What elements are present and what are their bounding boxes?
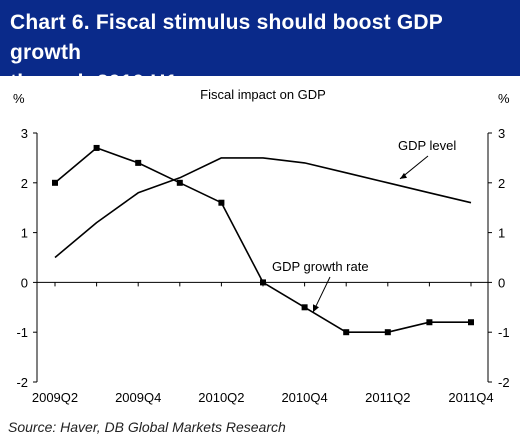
gdp-growth-rate-line <box>54 147 471 334</box>
gdp-level-arrowhead <box>400 172 407 179</box>
x-tick-label: 2010Q2 <box>198 390 244 405</box>
gdp-growth-rate-point <box>468 319 474 326</box>
gdp-growth-rate-point <box>135 159 142 166</box>
x-tick-label: 2009Q2 <box>32 390 78 405</box>
gdp-growth-rate-label: GDP growth rate <box>272 259 369 274</box>
gdp-growth-rate-point <box>260 279 266 286</box>
chart-title-line-2: through 2010.H1 <box>10 71 178 94</box>
left-y-tick-label: 1 <box>21 226 28 241</box>
gdp-growth-rate-point <box>176 179 183 186</box>
source-note: Source: Haver, DB Global Markets Researc… <box>8 419 286 435</box>
gdp-growth-rate-point <box>93 144 100 151</box>
chart-axes: -2 -2 -1 -1 0 0 1 1 2 2 3 3 2009Q2 2009Q4 2010Q2 2010Q4… <box>16 126 509 405</box>
gdp-growth-rate-point <box>218 199 225 206</box>
right-y-tick-label: -2 <box>498 375 510 390</box>
chart-title-line-1: Chart 6. Fiscal stimulus should boost GD… <box>10 11 443 64</box>
right-axis-unit: % <box>498 91 510 106</box>
right-y-tick-label: 2 <box>498 176 505 191</box>
right-y-tick-label: 3 <box>498 126 505 141</box>
fiscal-impact-chart: Fiscal impact on GDP % % -2 -2 -1 -1 0 0 1 1 2 2 3… <box>13 87 510 405</box>
left-y-tick-label: 2 <box>21 176 28 191</box>
left-y-tick-label: 3 <box>21 126 28 141</box>
gdp-level-line <box>54 157 472 259</box>
x-tick-label: 2011Q2 <box>365 390 410 405</box>
left-y-tick-label: -2 <box>16 375 28 390</box>
gdp-growth-rate-arrowhead <box>313 304 319 313</box>
gdp-growth-rate-point <box>301 304 308 311</box>
left-y-tick-label: 0 <box>21 275 28 290</box>
gdp-growth-rate-point <box>52 179 58 186</box>
chart-series <box>52 144 474 336</box>
x-tick-label: 2011Q4 <box>448 390 493 405</box>
x-tick-label: 2010Q4 <box>281 390 327 405</box>
gdp-growth-rate-point <box>343 329 350 336</box>
plot-title: Fiscal impact on GDP <box>200 87 326 102</box>
series-annotations: GDP level GDP growth rate <box>272 138 456 313</box>
left-axis-unit: % <box>13 91 25 106</box>
right-y-tick-label: 0 <box>498 275 505 290</box>
right-y-tick-label: 1 <box>498 226 505 241</box>
gdp-level-label: GDP level <box>398 138 456 153</box>
gdp-growth-rate-point <box>426 319 433 326</box>
left-y-tick-label: -1 <box>16 325 28 340</box>
gdp-growth-rate-point <box>384 329 391 336</box>
right-y-tick-label: -1 <box>498 325 510 340</box>
title-banner: Chart 6. Fiscal stimulus should boost GD… <box>0 0 520 94</box>
x-tick-label: 2009Q4 <box>115 390 161 405</box>
